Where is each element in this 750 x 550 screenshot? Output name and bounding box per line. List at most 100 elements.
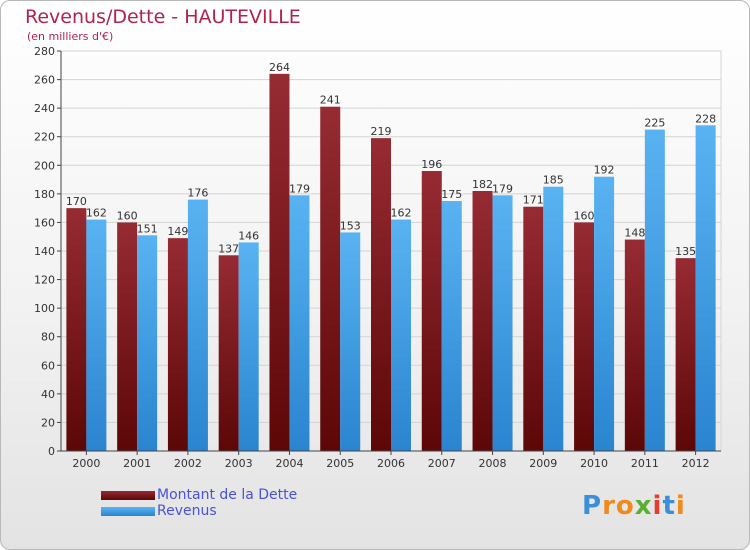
revenus-value-label: 175	[441, 188, 462, 201]
debt-bar-2005	[320, 106, 341, 451]
legend-swatch-debt	[101, 490, 155, 500]
debt-value-label: 135	[675, 245, 696, 258]
logo-letter: t	[662, 491, 676, 521]
revenus-bar-2001	[137, 235, 158, 451]
x-tick-label: 2008	[479, 457, 507, 470]
chart-title: Revenus/Dette - HAUTEVILLE	[25, 6, 301, 28]
revenus-bar-2003	[238, 242, 259, 451]
x-tick-label: 2005	[326, 457, 354, 470]
debt-bar-2012	[675, 258, 696, 451]
y-tick-label: 80	[41, 331, 55, 344]
revenus-value-label: 176	[187, 187, 208, 200]
y-tick-label: 180	[34, 188, 55, 201]
revenus-bar-2012	[695, 125, 716, 452]
debt-bar-2003	[218, 255, 239, 451]
revenus-value-label: 192	[594, 164, 615, 177]
revenus-bar-2010	[594, 176, 615, 451]
revenus-value-label: 146	[238, 229, 259, 242]
debt-bar-2010	[574, 222, 595, 451]
revenus-value-label: 162	[391, 207, 412, 220]
debt-bar-2000	[66, 208, 87, 451]
legend-item-debt: Montant de la Dette	[101, 487, 297, 503]
revenus-bar-2004	[289, 195, 310, 451]
debt-value-label: 182	[472, 178, 493, 191]
debt-bar-2009	[523, 206, 544, 451]
debt-value-label: 241	[320, 94, 341, 107]
x-tick-label: 2009	[529, 457, 557, 470]
revenus-value-label: 179	[492, 182, 513, 195]
debt-value-label: 149	[167, 225, 188, 238]
revenus-value-label: 228	[695, 112, 716, 125]
y-tick-label: 280	[34, 45, 55, 58]
debt-value-label: 196	[421, 158, 442, 171]
revenus-bar-2009	[543, 186, 564, 451]
proxiti-logo: Proxiti	[582, 491, 686, 521]
legend-label-revenus: Revenus	[157, 503, 217, 519]
revenus-bar-2000	[86, 219, 107, 451]
y-tick-label: 0	[48, 445, 55, 458]
y-tick-label: 60	[41, 359, 55, 372]
logo-letter: P	[582, 491, 603, 521]
revenus-bar-2007	[441, 201, 462, 451]
debt-value-label: 137	[218, 242, 239, 255]
revenus-bar-2011	[644, 129, 665, 452]
revenus-bar-2002	[187, 199, 208, 451]
bar-layer	[66, 73, 716, 452]
revenus-bar-2008	[492, 195, 513, 451]
axis-layer: 0 20 40 60 80 100 120 140 160 180 200 220 240 260 280 2…	[34, 45, 721, 470]
debt-value-label: 171	[523, 194, 544, 207]
debt-bar-2006	[371, 138, 391, 451]
y-tick-label: 240	[34, 102, 55, 115]
y-tick-label: 120	[34, 274, 55, 287]
x-tick-label: 2012	[682, 457, 710, 470]
y-tick-label: 100	[34, 302, 55, 315]
logo-letter: i	[675, 491, 686, 521]
debt-value-label: 170	[66, 195, 87, 208]
x-tick-label: 2006	[377, 457, 405, 470]
revenus-value-label: 225	[644, 117, 665, 130]
x-tick-label: 2010	[580, 457, 608, 470]
revenus-value-label: 185	[543, 174, 564, 187]
debt-value-label: 160	[574, 209, 595, 222]
logo-letter: o	[615, 491, 635, 521]
x-tick-label: 2004	[275, 457, 303, 470]
y-tick-label: 40	[41, 388, 55, 401]
debt-bar-2011	[624, 239, 645, 451]
y-tick-label: 200	[34, 159, 55, 172]
revenus-value-label: 179	[289, 182, 310, 195]
revenus-bar-2006	[391, 219, 411, 451]
revenus-value-label: 162	[86, 207, 107, 220]
debt-value-label: 219	[371, 125, 392, 138]
x-tick-label: 2007	[428, 457, 456, 470]
logo-letter: r	[602, 491, 616, 521]
legend-label-debt: Montant de la Dette	[157, 487, 298, 503]
revenus-value-label: 151	[137, 222, 158, 235]
chart-subtitle: (en milliers d'€)	[27, 30, 114, 43]
y-tick-label: 140	[34, 245, 55, 258]
debt-bar-2004	[269, 73, 290, 451]
y-tick-label: 20	[41, 416, 55, 429]
x-tick-label: 2011	[631, 457, 659, 470]
y-tick-label: 160	[34, 216, 55, 229]
revenus-value-label: 153	[340, 219, 361, 232]
y-tick-label: 260	[34, 74, 55, 87]
debt-bar-2008	[472, 191, 493, 451]
x-tick-label: 2003	[225, 457, 253, 470]
debt-bar-2002	[167, 238, 188, 451]
x-tick-label: 2000	[72, 457, 100, 470]
legend-item-revenus: Revenus	[101, 503, 297, 519]
legend: Montant de la Dette Revenus	[101, 487, 297, 519]
debt-bar-2007	[421, 171, 442, 451]
debt-value-label: 264	[269, 61, 290, 74]
debt-value-label: 148	[624, 227, 645, 240]
logo-letter: i	[652, 491, 663, 521]
legend-swatch-revenus	[101, 506, 155, 516]
debt-bar-2001	[117, 222, 138, 451]
y-tick-label: 220	[34, 131, 55, 144]
x-tick-label: 2002	[174, 457, 202, 470]
x-tick-label: 2001	[123, 457, 151, 470]
logo-letter: x	[634, 491, 653, 521]
